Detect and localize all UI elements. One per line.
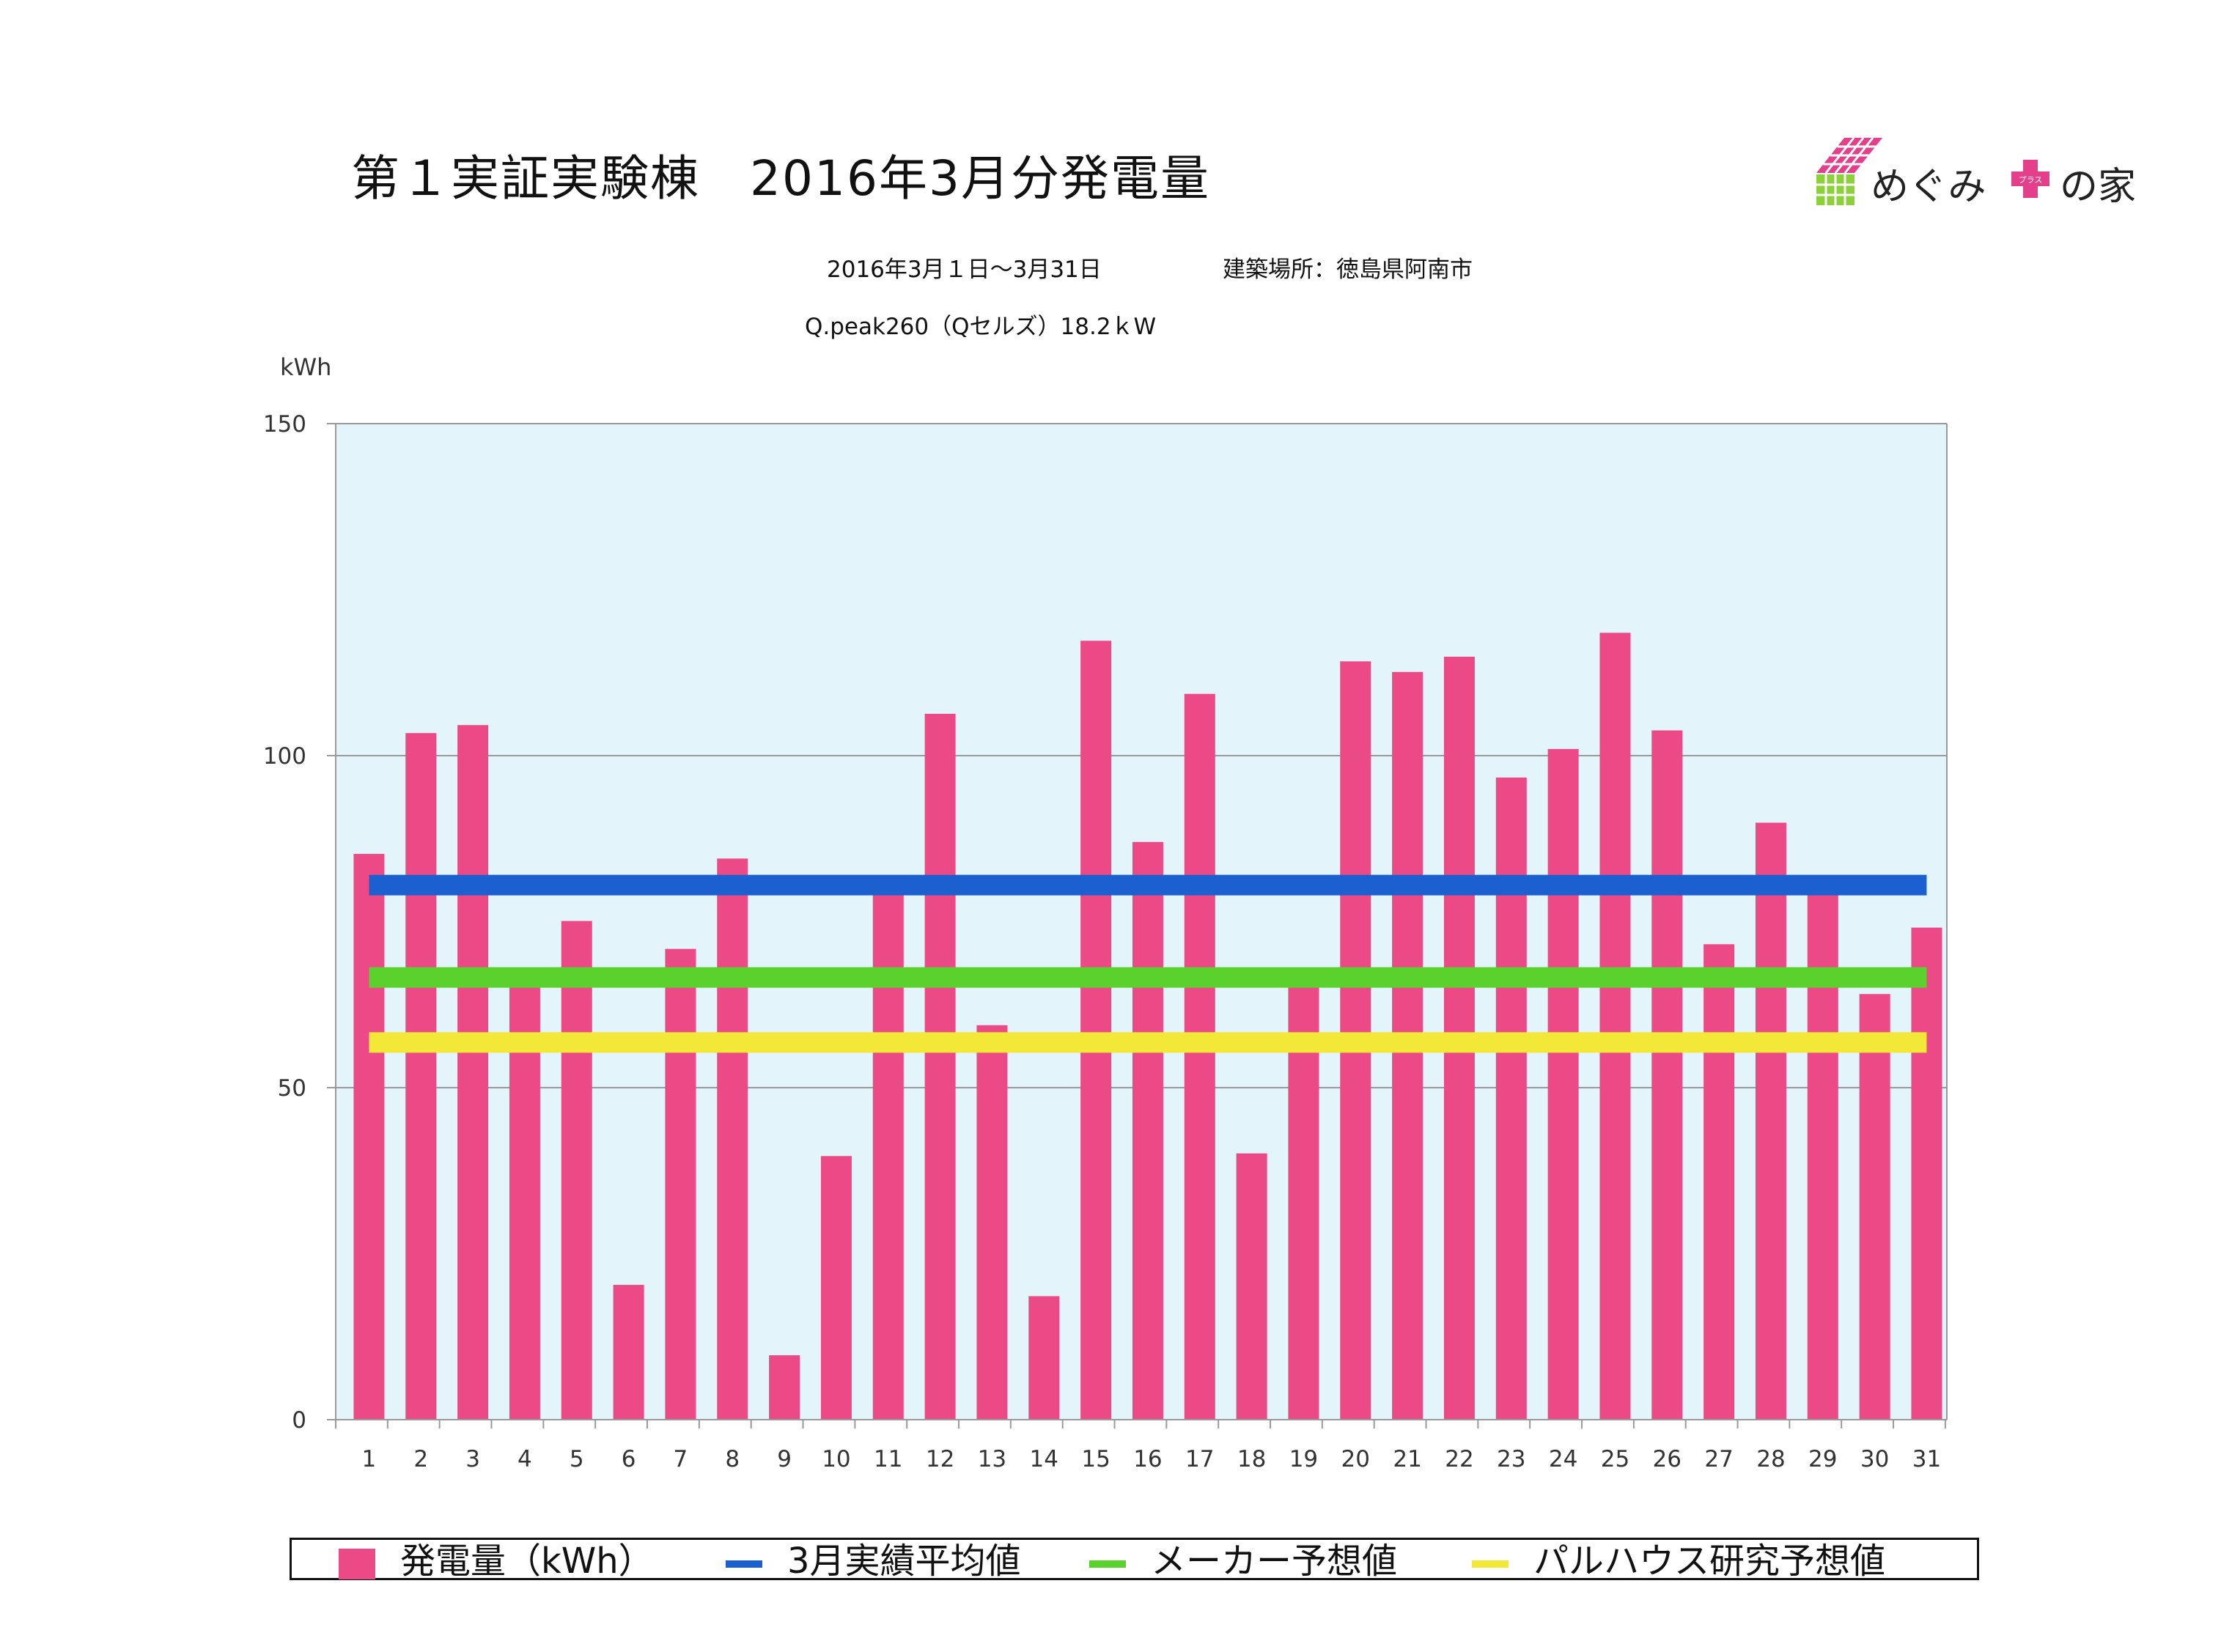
x-tick-label: 20 [1341, 1446, 1370, 1472]
x-tick-label: 9 [777, 1446, 792, 1472]
x-tick-label: 16 [1133, 1446, 1162, 1472]
legend-label-average: 3月実績平均値 [787, 1541, 1021, 1582]
x-tick-label: 5 [570, 1446, 584, 1472]
legend-line-average [726, 1560, 762, 1568]
bar [509, 982, 540, 1420]
bar [1703, 944, 1735, 1420]
legend-line-maker [1089, 1560, 1126, 1568]
legend-label-palhouse: パルハウス研究予想値 [1533, 1541, 1886, 1582]
legend-line-palhouse [1472, 1560, 1509, 1568]
x-tick-label: 3 [465, 1446, 480, 1472]
x-tick-label: 2 [413, 1446, 428, 1472]
y-tick-label: 50 [278, 1075, 306, 1102]
x-tick-label: 4 [518, 1446, 532, 1472]
x-tick-label: 23 [1497, 1446, 1525, 1472]
bar [1547, 748, 1579, 1420]
y-tick-label: 150 [263, 411, 306, 438]
bar [1236, 1153, 1267, 1420]
bar [1028, 1296, 1060, 1420]
y-tick-label: 0 [292, 1407, 306, 1434]
bar [976, 1025, 1008, 1420]
legend-label-generation: 発電量（kWh） [400, 1541, 654, 1582]
bar [1495, 777, 1527, 1420]
legend-swatch-generation [339, 1549, 375, 1579]
location-text: 建築場所：徳島県阿南市 [1223, 257, 1473, 283]
x-tick-label: 15 [1081, 1446, 1110, 1472]
bar [561, 921, 592, 1420]
x-tick-label: 7 [674, 1446, 688, 1472]
x-tick-label: 29 [1808, 1446, 1837, 1472]
x-tick-label: 24 [1549, 1446, 1577, 1472]
x-tick-label: 22 [1445, 1446, 1473, 1472]
bar [1080, 641, 1112, 1420]
bar [769, 1355, 800, 1420]
x-tick-label: 21 [1393, 1446, 1421, 1472]
bar [665, 948, 696, 1420]
bar [1911, 927, 1942, 1420]
bar [1599, 633, 1631, 1420]
x-tick-label: 14 [1030, 1446, 1058, 1472]
bar [820, 1156, 852, 1420]
bar [717, 858, 748, 1420]
x-tick-label: 31 [1912, 1446, 1941, 1472]
x-tick-label: 1 [362, 1446, 377, 1472]
bar [613, 1285, 644, 1420]
y-axis-unit: kWh [280, 353, 332, 381]
period-text: 2016年3月１日〜3月31日 [827, 257, 1102, 283]
bar [353, 854, 385, 1420]
bar [1132, 841, 1163, 1420]
x-tick-label: 17 [1185, 1446, 1214, 1472]
bar [1184, 693, 1215, 1420]
x-tick-label: 13 [978, 1446, 1006, 1472]
y-tick-label: 100 [263, 743, 306, 770]
logo-house-icon [1816, 137, 1882, 205]
x-tick-label: 28 [1756, 1446, 1785, 1472]
x-tick-label: 25 [1601, 1446, 1629, 1472]
bar [1859, 994, 1890, 1420]
bar [1651, 730, 1683, 1420]
x-tick-label: 19 [1289, 1446, 1318, 1472]
panel-text: Q.peak260（Qセルズ）18.2ｋW [805, 314, 1157, 340]
brand-logo: めぐみ プラス の家 [1811, 132, 2155, 213]
x-tick-label: 11 [874, 1446, 902, 1472]
legend-label-maker: メーカー予想値 [1151, 1541, 1398, 1582]
x-tick-label: 6 [622, 1446, 636, 1472]
chart-title: 第１実証実験棟 2016年3月分発電量 [351, 150, 1210, 207]
x-tick-label: 30 [1860, 1446, 1889, 1472]
logo-text-noie: の家 [2060, 165, 2137, 209]
logo-plus-label: プラス [2019, 175, 2043, 185]
bar [457, 725, 489, 1420]
x-tick-label: 10 [822, 1446, 850, 1472]
bar [924, 713, 956, 1420]
x-tick-label: 18 [1237, 1446, 1266, 1472]
bar [1755, 822, 1786, 1420]
logo-plus-icon: プラス [2011, 160, 2049, 198]
x-tick-label: 26 [1653, 1446, 1682, 1472]
x-tick-label: 27 [1704, 1446, 1733, 1472]
x-tick-label: 8 [725, 1446, 740, 1472]
bar [405, 733, 437, 1420]
logo-text-megumi: めぐみ [1871, 165, 1986, 209]
x-tick-label: 12 [926, 1446, 954, 1472]
chart-legend: 発電量（kWh） 3月実績平均値 メーカー予想値 パルハウス研究予想値 [290, 1538, 1979, 1580]
